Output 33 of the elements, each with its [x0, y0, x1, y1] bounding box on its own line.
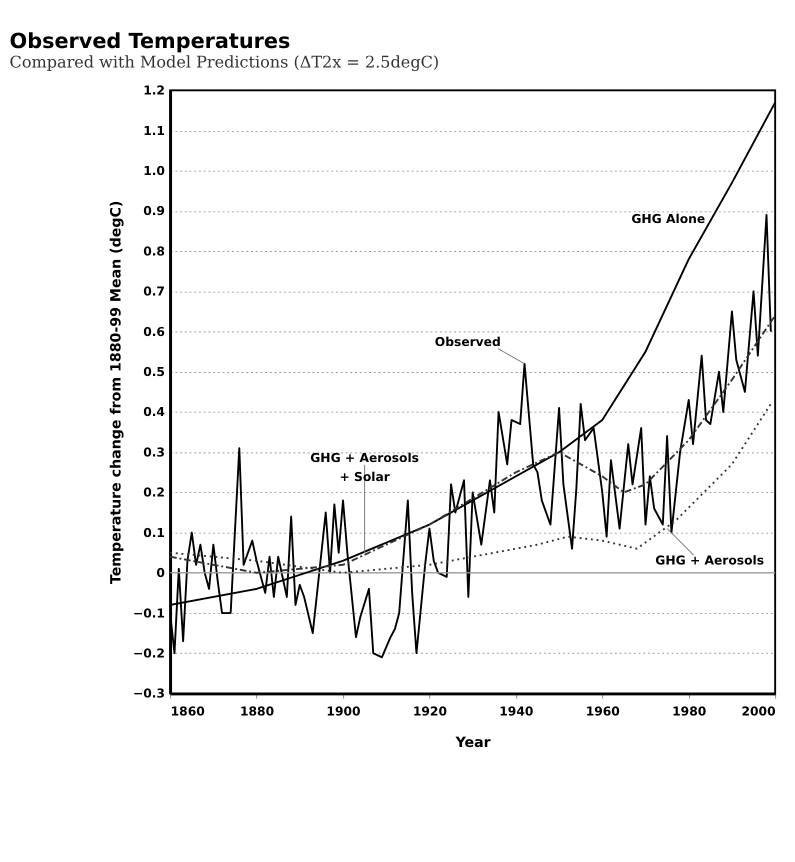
y-tick-label: 0.3: [143, 445, 165, 460]
x-tick-label: 1940: [499, 704, 534, 719]
y-tick-label: 0.1: [143, 526, 165, 540]
y-axis-title: Temperature change from 1880-99 Mean (degC): [108, 200, 125, 584]
y-tick-label: 0.2: [143, 486, 165, 500]
annotation: GHG Alone: [631, 212, 706, 226]
x-tick-label: 1900: [326, 704, 361, 719]
x-axis-title: Year: [454, 734, 491, 751]
annotation: Observed: [434, 334, 501, 349]
x-tick-label: 1860: [170, 704, 205, 719]
x-tick-label: 1920: [412, 704, 447, 719]
annotation: GHG + Aerosols: [655, 554, 764, 568]
y-tick-label: 0.9: [143, 204, 165, 218]
chart-subtitle: Compared with Model Predictions (ΔT2x = 2.5degC): [10, 52, 440, 72]
y-tick-label: −0.1: [132, 606, 165, 620]
y-tick-label: −0.2: [132, 646, 165, 660]
chart-title: Observed Temperatures: [10, 28, 290, 53]
x-tick-label: 1960: [586, 704, 620, 719]
y-tick-label: 0.5: [143, 365, 165, 380]
x-tick-label: 1880: [240, 704, 274, 719]
x-tick-label: 2000: [741, 704, 776, 719]
y-tick-label: 0.6: [143, 324, 165, 339]
y-tick-label: 1.2: [143, 84, 165, 98]
x-tick-label: 1980: [672, 704, 706, 719]
y-tick-label: 0.7: [143, 284, 165, 299]
y-tick-label: 1.1: [143, 124, 165, 138]
y-tick-label: 0.4: [143, 405, 165, 420]
y-tick-label: 1.0: [143, 164, 165, 178]
y-tick-label: 0.8: [143, 244, 165, 258]
y-tick-label: 0: [156, 566, 165, 580]
y-tick-label: −0.3: [132, 686, 165, 701]
annotation: GHG + Aerosols + Solar: [310, 450, 419, 484]
line-series: [169, 314, 776, 574]
